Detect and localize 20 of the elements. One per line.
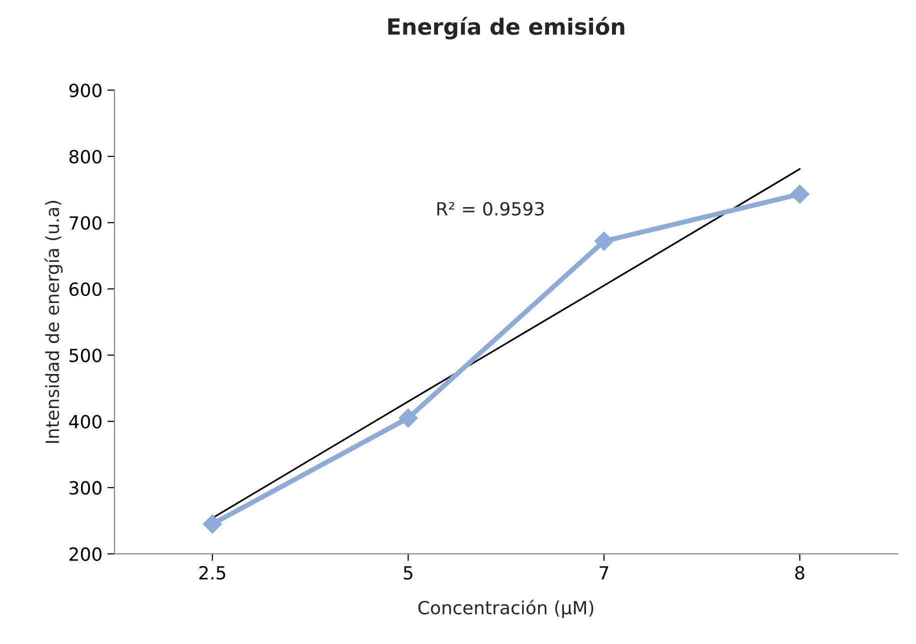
point	[202, 514, 222, 534]
x-tick-label: 7	[600, 566, 608, 580]
annotation: R² = 0.9593	[437, 202, 544, 216]
point	[790, 184, 810, 204]
chart-title: Energía de emisión	[388, 16, 624, 40]
x-axis-title: Concentración (µM)	[418, 600, 594, 618]
y-tick-label: 400	[69, 414, 102, 428]
y-tick-label: 800	[69, 150, 102, 164]
y-tick-label: 200	[70, 547, 102, 561]
point	[398, 408, 418, 428]
y-tick-label: 900	[69, 84, 102, 98]
point	[594, 232, 614, 251]
y-tick-label: 500	[70, 348, 102, 362]
y-tick-label: 700	[70, 216, 102, 230]
x-tick-label: 8	[795, 566, 804, 580]
x-tick-label: 5	[404, 566, 412, 580]
y-tick-label: 300	[70, 481, 102, 495]
y-axis-title: Intensidad de energía (u.a)	[44, 200, 63, 443]
y-tick-label: 600	[69, 282, 102, 296]
x-tick-label: 2.5	[199, 566, 226, 580]
